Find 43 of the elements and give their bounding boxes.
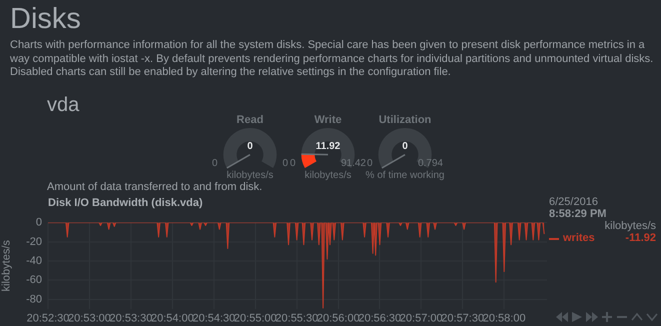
text: kilobytes/s — [304, 170, 352, 181]
text: kilobytes/s — [604, 220, 656, 232]
text: 8:58:29 PM — [549, 208, 606, 220]
text: Write — [313, 114, 343, 126]
text: -11.92 — [625, 232, 656, 244]
text: Read — [236, 114, 264, 126]
x-tick-label: 20:55:00 — [234, 312, 277, 325]
text: Disks — [10, 3, 81, 36]
x-tick-label: 20:52:30 — [26, 312, 70, 325]
y-tick-label: -60 — [26, 274, 42, 286]
x-tick-label: 20:57:30 — [441, 312, 484, 325]
x-tick-label: 20:53:30 — [110, 312, 152, 325]
text: Charts with performance information for all the system disks. Special care has been given to present disk performance metrics in a way compatible with iostat -x. By default prevents rendering performance charts for individual partitions and unmounted virtual disks. Disabled charts can still be enabled by altering the relative settings in the configuration file. — [10, 39, 654, 80]
text: % of time working — [364, 170, 446, 181]
y-tick-label: -80 — [26, 293, 42, 306]
chart-subtitle: Amount of data transferred to and from disk. — [47, 181, 262, 193]
y-tick-label: -20 — [26, 236, 42, 248]
x-tick-label: 20:54:00 — [150, 312, 194, 325]
text: 0.794 — [418, 158, 443, 169]
text: kilobytes/s — [226, 170, 274, 181]
data-label: 0 — [246, 141, 254, 152]
x-tick-label: 20:53:00 — [68, 312, 111, 325]
text: 91.42 — [340, 158, 366, 169]
y-tick-label: -40 — [26, 255, 42, 268]
legend-label: writes — [563, 232, 595, 244]
text: Utilization — [378, 114, 432, 126]
y-tick-label: 0 — [36, 216, 42, 229]
text: 0 — [367, 158, 373, 169]
text: 0 — [282, 158, 288, 169]
data-label: 0 — [401, 141, 409, 152]
x-tick-label: 20:56:00 — [316, 312, 360, 325]
text: 0 — [290, 158, 296, 169]
x-tick-label: 20:58:00 — [482, 312, 526, 325]
text: 0 — [212, 158, 218, 169]
x-tick-label: 20:56:30 — [358, 312, 402, 325]
x-tick-label: 20:54:30 — [192, 312, 236, 325]
x-tick-label: 20:55:30 — [275, 312, 318, 325]
y-axis-title: kilobytes/s — [0, 240, 13, 292]
x-tick-label: 20:57:00 — [400, 312, 443, 325]
text: 6/25/2016 — [549, 196, 598, 208]
chart-title: Disk I/O Bandwidth (disk.vda) — [48, 197, 203, 209]
data-label: 11.92 — [314, 141, 342, 152]
text: vda — [47, 94, 80, 117]
